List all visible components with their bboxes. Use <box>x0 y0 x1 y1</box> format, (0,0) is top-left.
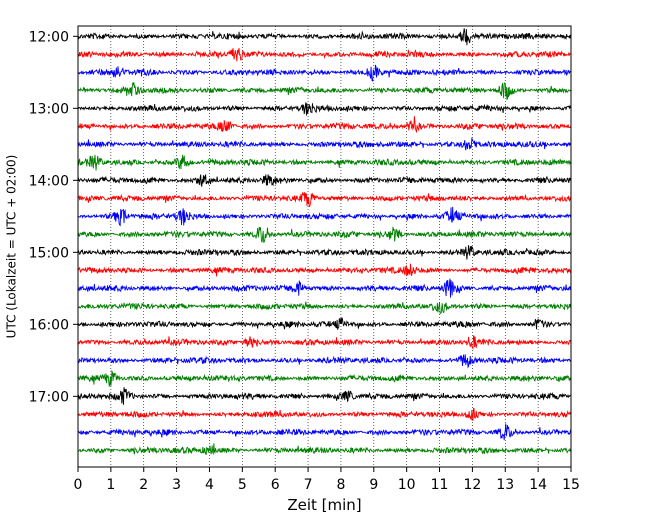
trace-row-20 <box>77 387 572 405</box>
trace-row-18 <box>77 354 572 369</box>
y-tick-label: 17:00 <box>29 389 69 405</box>
trace-row-0 <box>77 28 572 46</box>
x-tick-label: 5 <box>238 477 247 493</box>
trace-row-1 <box>77 48 572 62</box>
y-tick-label: 13:00 <box>29 101 69 117</box>
y-tick-label: 15:00 <box>29 245 69 261</box>
seismic-traces <box>77 28 572 456</box>
x-tick-label: 0 <box>74 477 83 493</box>
trace-row-8 <box>77 174 572 187</box>
trace-row-10 <box>77 206 572 227</box>
x-axis-ticks: 0 1 2 3 4 5 6 7 8 9 10 11 12 13 14 15 <box>74 467 580 493</box>
trace-row-17 <box>77 335 572 350</box>
x-tick-label: 10 <box>398 477 416 493</box>
x-tick-label: 6 <box>271 477 280 493</box>
trace-row-11 <box>77 226 572 243</box>
x-tick-label: 15 <box>562 477 580 493</box>
x-tick-label: 3 <box>172 477 181 493</box>
y-tick-label: 12:00 <box>29 29 69 45</box>
y-tick-label: 14:00 <box>29 173 69 189</box>
trace-row-15 <box>77 301 572 314</box>
x-tick-label: 7 <box>304 477 313 493</box>
trace-row-16 <box>77 317 572 330</box>
trace-row-19 <box>77 369 572 388</box>
trace-row-14 <box>77 278 572 298</box>
trace-row-23 <box>77 443 572 456</box>
y-tick-label: 16:00 <box>29 317 69 333</box>
y-axis-ticks: 12:00 13:00 14:00 15:00 16:00 17:00 <box>29 29 78 405</box>
y-axis-label: UTC (Lokalzeit = UTC + 02:00) <box>5 155 19 339</box>
trace-row-3 <box>77 82 572 101</box>
trace-row-2 <box>77 64 572 82</box>
trace-row-22 <box>77 423 572 441</box>
trace-row-7 <box>77 154 572 171</box>
trace-row-12 <box>77 245 572 260</box>
trace-row-5 <box>77 116 572 134</box>
x-tick-label: 2 <box>139 477 148 493</box>
plot-frame <box>77 25 572 468</box>
trace-row-4 <box>77 102 572 116</box>
x-axis-label: Zeit [min] <box>287 496 361 514</box>
trace-row-21 <box>77 407 572 422</box>
x-tick-label: 1 <box>106 477 115 493</box>
x-tick-label: 11 <box>431 477 449 493</box>
trace-row-13 <box>77 263 572 277</box>
trace-row-6 <box>77 136 572 151</box>
trace-row-9 <box>77 191 572 207</box>
x-tick-label: 8 <box>336 477 345 493</box>
x-tick-label: 9 <box>369 477 378 493</box>
x-tick-label: 14 <box>529 477 547 493</box>
x-tick-label: 13 <box>496 477 514 493</box>
x-tick-label: 12 <box>463 477 481 493</box>
x-tick-label: 4 <box>205 477 214 493</box>
